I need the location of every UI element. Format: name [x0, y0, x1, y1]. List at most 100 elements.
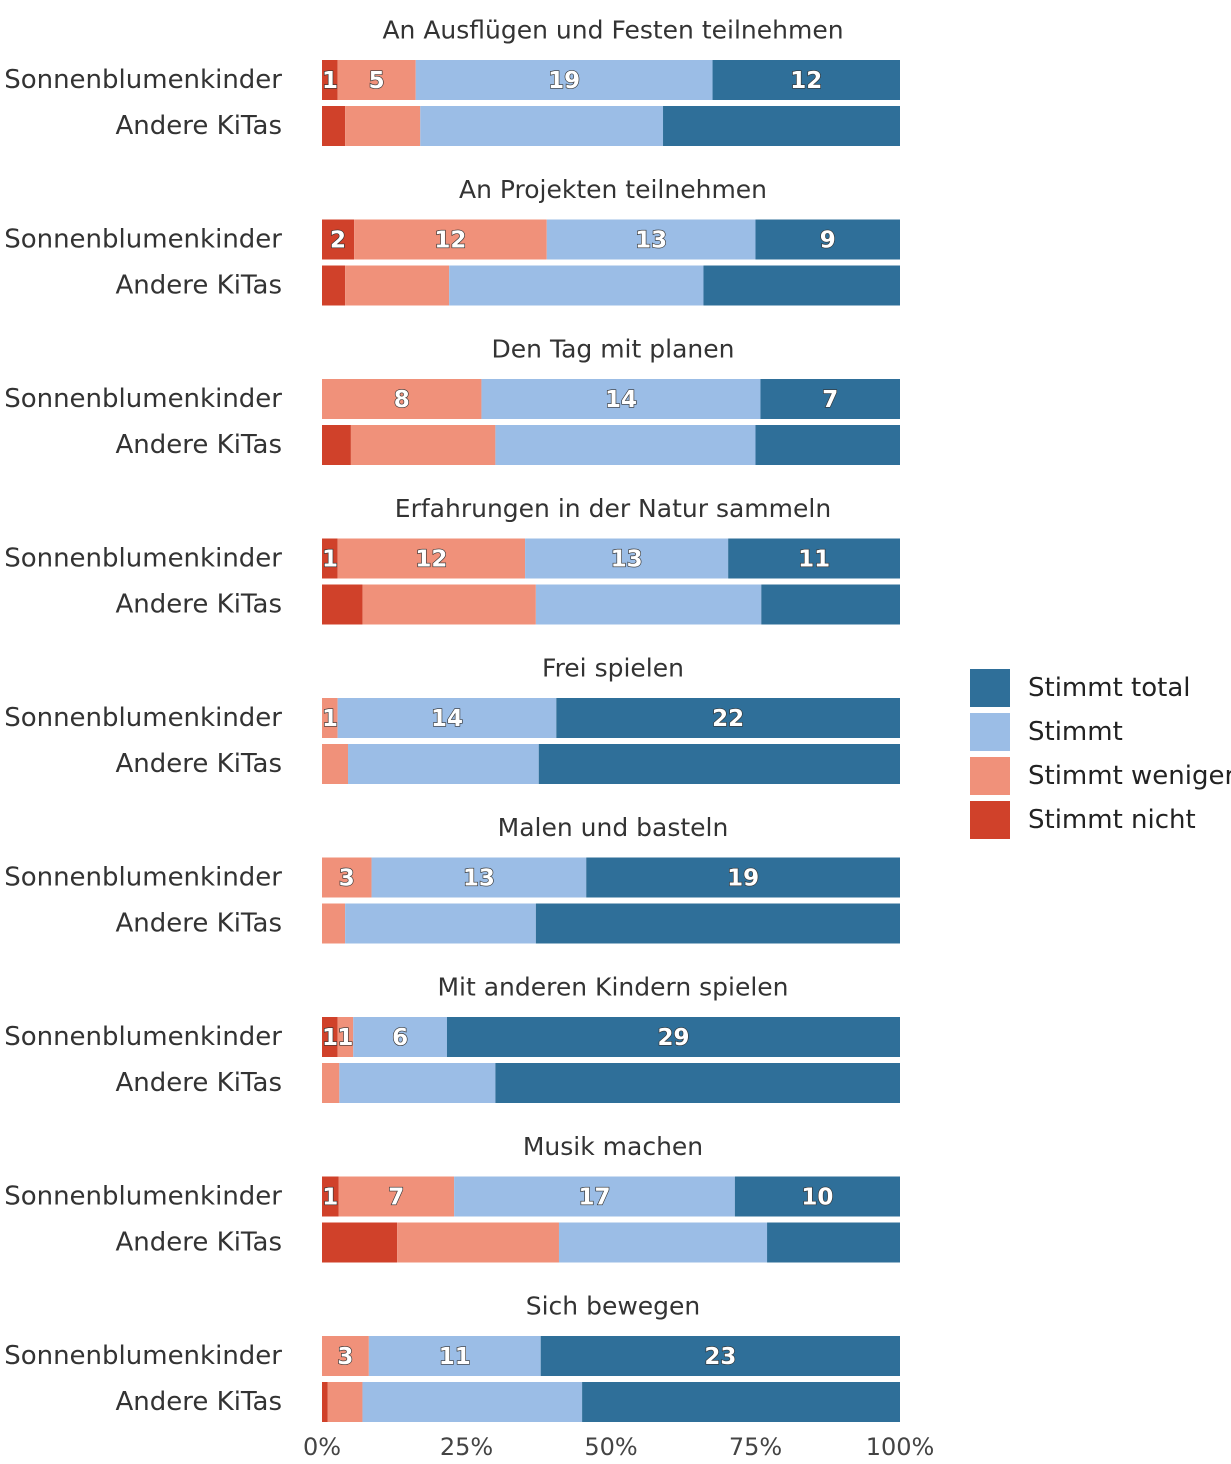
- bar-segment-stimmt: [337, 698, 557, 738]
- bar-segment-stimmt-total: [703, 265, 900, 306]
- bar-segment-stimmt-weniger: [338, 1176, 455, 1217]
- bar-segment-stimmt-total: [538, 744, 900, 784]
- bar-segment-stimmt-total: [734, 1176, 900, 1217]
- legend-item-stimmt-nicht: Stimmt nicht: [970, 798, 1231, 842]
- bar-segment-stimmt: [449, 265, 704, 306]
- data-label: 9: [820, 228, 836, 254]
- group-title-frei-spielen: Frei spielen: [542, 654, 684, 683]
- group-title-sich-bewegen: Sich bewegen: [526, 1292, 701, 1321]
- bar-segment-stimmt-nicht: [322, 584, 363, 625]
- bar-segment-stimmt-total: [582, 1382, 900, 1422]
- row-label-andere-kitas: Andere KiTas: [116, 430, 282, 460]
- bar-segment-stimmt-weniger: [322, 857, 372, 898]
- legend-swatch-stimmt-nicht: [970, 801, 1010, 839]
- x-tick-label: 75%: [729, 1433, 782, 1460]
- bar-segment-stimmt-nicht: [322, 265, 346, 306]
- bar-segment-stimmt-weniger: [337, 538, 526, 579]
- legend-label: Stimmt weniger: [1028, 761, 1231, 791]
- x-tick-label: 100%: [866, 1433, 935, 1460]
- bar-segment-stimmt-weniger: [322, 1063, 340, 1103]
- bar-segment-stimmt-weniger: [345, 265, 450, 306]
- legend-item-stimmt-weniger: Stimmt weniger: [970, 754, 1231, 798]
- row-label-sonnenblumenkinder: Sonnenblumenkinder: [4, 1182, 282, 1212]
- bar-segment-stimmt-weniger: [322, 744, 349, 784]
- legend-item-stimmt: Stimmt: [970, 710, 1231, 754]
- row-label-andere-kitas: Andere KiTas: [116, 749, 282, 779]
- legend-swatch-stimmt-weniger: [970, 757, 1010, 795]
- data-label: 29: [657, 1025, 689, 1051]
- bar-segment-stimmt: [546, 219, 756, 260]
- data-label: 1: [322, 68, 338, 94]
- bar-segment-stimmt: [415, 60, 713, 100]
- bar-segment-stimmt-weniger: [354, 219, 547, 260]
- bar-segment-stimmt-total: [755, 219, 900, 260]
- row-label-andere-kitas: Andere KiTas: [116, 271, 282, 301]
- row-label-andere-kitas: Andere KiTas: [116, 909, 282, 939]
- bar-segment-stimmt: [558, 1222, 768, 1263]
- bar-segment-stimmt-nicht: [322, 60, 338, 100]
- bar-segment-stimmt: [495, 425, 756, 465]
- data-label: 17: [578, 1185, 610, 1211]
- bar-segment-stimmt-total: [446, 1017, 900, 1057]
- data-label: 8: [394, 387, 410, 413]
- x-tick-label: 0%: [303, 1433, 341, 1460]
- bar-segment-stimmt-weniger: [322, 903, 346, 944]
- group-title-an-projekten-teilnehmen: An Projekten teilnehmen: [459, 175, 767, 204]
- x-tick-label: 50%: [584, 1433, 637, 1460]
- data-label: 1: [337, 1025, 353, 1051]
- bar-segment-stimmt-total: [663, 106, 900, 146]
- row-label-sonnenblumenkinder: Sonnenblumenkinder: [4, 863, 282, 893]
- bar-segment-stimmt: [481, 379, 761, 419]
- bar-segment-stimmt-weniger: [327, 1382, 363, 1422]
- data-label: 12: [790, 68, 822, 94]
- data-label: 14: [431, 706, 463, 732]
- data-label: 5: [369, 68, 385, 94]
- legend-swatch-stimmt-total: [970, 669, 1010, 707]
- data-label: 11: [439, 1344, 471, 1370]
- legend-swatch-stimmt: [970, 713, 1010, 751]
- bar-segment-stimmt-nicht: [322, 1222, 398, 1263]
- data-label: 12: [415, 547, 447, 573]
- bar-segment-stimmt-nicht: [322, 219, 355, 260]
- bar-segment-stimmt-total: [495, 1063, 900, 1103]
- bar-segment-stimmt-weniger: [337, 1017, 354, 1057]
- bar-segment-stimmt-nicht: [322, 1382, 328, 1422]
- row-label-sonnenblumenkinder: Sonnenblumenkinder: [4, 1022, 282, 1052]
- data-label: 13: [635, 228, 667, 254]
- group-title-erfahrungen-in-der-natur-sammeln: Erfahrungen in der Natur sammeln: [395, 494, 831, 523]
- row-label-sonnenblumenkinder: Sonnenblumenkinder: [4, 1341, 282, 1371]
- group-title-musik-machen: Musik machen: [523, 1132, 703, 1161]
- data-label: 3: [337, 1344, 353, 1370]
- data-label: 12: [434, 228, 466, 254]
- bar-segment-stimmt-total: [535, 903, 900, 944]
- row-label-sonnenblumenkinder: Sonnenblumenkinder: [4, 65, 282, 95]
- row-label-andere-kitas: Andere KiTas: [116, 111, 282, 141]
- bar-segment-stimmt-weniger: [337, 60, 416, 100]
- bar-segment-stimmt-weniger: [362, 584, 536, 625]
- bar-segment-stimmt-total: [761, 584, 900, 625]
- data-label: 19: [727, 866, 759, 892]
- row-label-sonnenblumenkinder: Sonnenblumenkinder: [4, 703, 282, 733]
- data-label: 22: [712, 706, 744, 732]
- bar-segment-stimmt: [454, 1176, 735, 1217]
- bar-segment-stimmt-total: [586, 857, 900, 898]
- bar-segment-stimmt-weniger: [350, 425, 496, 465]
- bar-segment-stimmt: [348, 744, 539, 784]
- data-label: 7: [822, 387, 838, 413]
- data-label: 1: [322, 706, 338, 732]
- bar-segment-stimmt-weniger: [322, 379, 482, 419]
- bar-segment-stimmt: [345, 903, 536, 944]
- data-label: 11: [798, 547, 830, 573]
- bar-segment-stimmt-total: [755, 425, 900, 465]
- bar-segment-stimmt: [525, 538, 729, 579]
- bar-segment-stimmt-total: [556, 698, 900, 738]
- bar-segment-stimmt-weniger: [397, 1222, 559, 1263]
- bar-segment-stimmt-total: [760, 379, 900, 419]
- bar-segment-stimmt-total: [540, 1336, 900, 1376]
- bar-segment-stimmt-nicht: [322, 538, 338, 579]
- group-title-den-tag-mit-planen: Den Tag mit planen: [492, 335, 735, 364]
- bar-segment-stimmt: [362, 1382, 583, 1422]
- bar-segment-stimmt-weniger: [322, 1336, 369, 1376]
- row-label-sonnenblumenkinder: Sonnenblumenkinder: [4, 384, 282, 414]
